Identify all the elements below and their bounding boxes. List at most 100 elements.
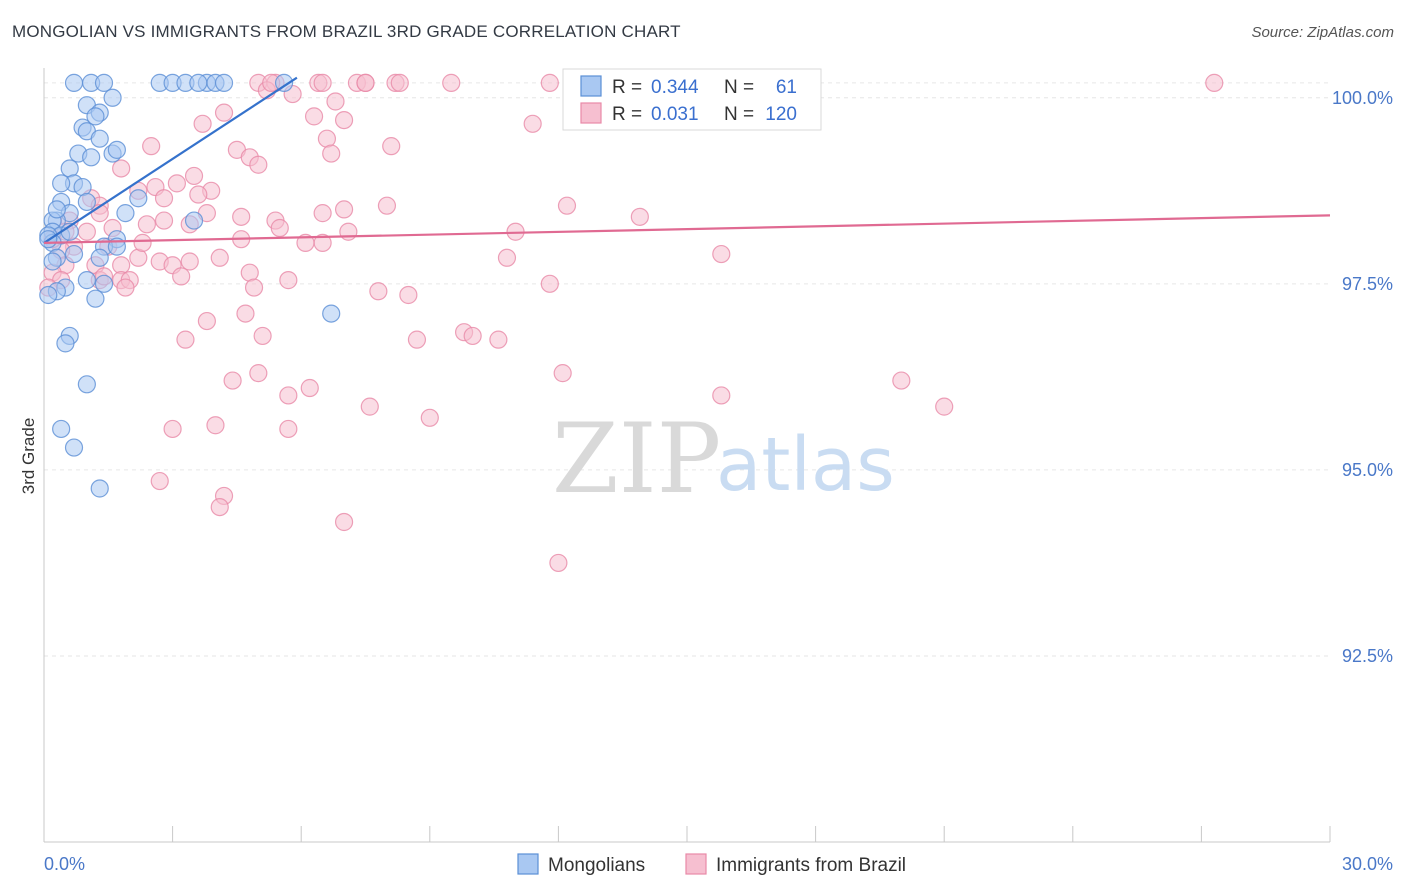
stats-r-label-1: R = [612, 77, 642, 98]
mongolians-point [64, 244, 84, 264]
mongolians-point [129, 189, 148, 208]
x-tick-label-min: 0.0% [44, 854, 85, 874]
legend-swatch-brazil [685, 853, 707, 875]
stats-n-value-1: 61 [776, 77, 797, 98]
brazil-point [163, 419, 182, 439]
legend-label-mongolians: Mongolians [548, 855, 645, 876]
source-credit: Source: ZipAtlas.com [1251, 24, 1394, 41]
mongolians-point [184, 211, 204, 230]
brazil-point [399, 285, 418, 305]
stats-swatch-brazil [580, 102, 602, 124]
brazil-point [339, 222, 358, 241]
brazil-point [249, 155, 268, 174]
mongolians-point [116, 204, 135, 223]
mongolians-point [52, 419, 71, 439]
brazil-point [712, 386, 731, 405]
chart-title: MONGOLIAN VS IMMIGRANTS FROM BRAZIL 3RD … [12, 22, 681, 41]
series-legend: Mongolians Immigrants from Brazil [517, 853, 906, 876]
mongolians-point [90, 248, 109, 267]
mongolians-point [94, 73, 114, 92]
brazil-point [892, 371, 911, 390]
brazil-point [442, 73, 461, 92]
trend-lines [43, 76, 1331, 244]
brazil-point [77, 222, 96, 241]
y-axis-label: 3rd Grade [19, 418, 38, 495]
brazil-point [497, 248, 517, 267]
brazil-point [382, 137, 401, 156]
brazil-point [206, 416, 225, 435]
mongolians-trend-line [43, 76, 298, 244]
brazil-point [133, 233, 152, 252]
mongolians-point [86, 289, 105, 308]
brazil-point [489, 330, 508, 349]
brazil-point [112, 159, 131, 178]
mongolians-point [64, 73, 84, 92]
brazil-point [244, 278, 264, 297]
brazil-point [180, 252, 199, 271]
stats-r-label-2: R = [612, 104, 642, 125]
brazil-point [232, 207, 251, 226]
mongolians-point [77, 192, 96, 212]
brazil-point [326, 92, 345, 111]
brazil-point [300, 378, 319, 398]
brazil-point [184, 166, 204, 186]
mongolians-point [39, 285, 58, 305]
brazil-point [463, 326, 482, 346]
brazil-point [249, 364, 268, 383]
brazil-point [270, 218, 289, 238]
brazil-point [279, 419, 298, 439]
brazil-point [193, 114, 212, 133]
mongolians-point [189, 73, 208, 92]
brazil-point [116, 278, 135, 297]
brazil-point [253, 326, 272, 346]
brazil-point [356, 73, 375, 92]
stats-r-value-2: 0.031 [651, 104, 699, 125]
brazil-point [334, 110, 354, 130]
x-tick-label-max: 30.0% [1342, 854, 1393, 874]
brazil-point [154, 189, 174, 208]
brazil-point [142, 137, 161, 156]
stats-legend-frame [562, 68, 822, 131]
mongolians-point [107, 140, 126, 159]
brazil-point [279, 271, 298, 290]
brazil-point [210, 248, 229, 267]
brazil-point [189, 185, 208, 204]
brazil-point [369, 282, 388, 301]
y-tick-label: 95.0% [1342, 460, 1393, 480]
legend-label-brazil: Immigrants from Brazil [716, 855, 906, 876]
y-tick-label: 100.0% [1332, 88, 1393, 108]
mongolians-point [77, 375, 96, 394]
mongolians-point [274, 73, 294, 92]
brazil-point [313, 73, 332, 92]
stats-n-label-2: N = [724, 104, 754, 125]
watermark: ZIP atlas [552, 403, 895, 515]
brazil-point [553, 364, 572, 383]
mongolians-point [90, 479, 109, 498]
brazil-point [334, 512, 354, 532]
brazil-point [712, 244, 731, 264]
brazil-point [377, 196, 397, 215]
brazil-point [935, 397, 954, 416]
axes: 100.0% 97.5% 95.0% 92.5% 0.0% 30.0% [43, 68, 1393, 874]
mongolians-point [103, 88, 122, 107]
mongolians-point [77, 271, 96, 290]
mongolians-point [214, 73, 234, 92]
brazil-point [322, 144, 341, 163]
brazil-point [1205, 73, 1224, 92]
stats-n-value-2: 120 [765, 104, 797, 125]
legend-swatch-mongolians [517, 853, 539, 875]
stats-legend-box: R = 0.344 N = 61 R = 0.031 N = 120 [562, 68, 822, 131]
brazil-point [223, 371, 242, 390]
brazil-point [296, 233, 315, 252]
brazil-point [540, 274, 559, 293]
mongolians-point [64, 438, 84, 457]
brazil-point [137, 215, 156, 234]
brazil-trend-line [43, 214, 1331, 244]
brazil-point [150, 471, 169, 491]
brazil-point [176, 330, 195, 349]
brazil-point [313, 204, 332, 223]
brazil-point [172, 267, 191, 286]
brazil-point [360, 397, 379, 416]
brazil-point [214, 103, 234, 122]
